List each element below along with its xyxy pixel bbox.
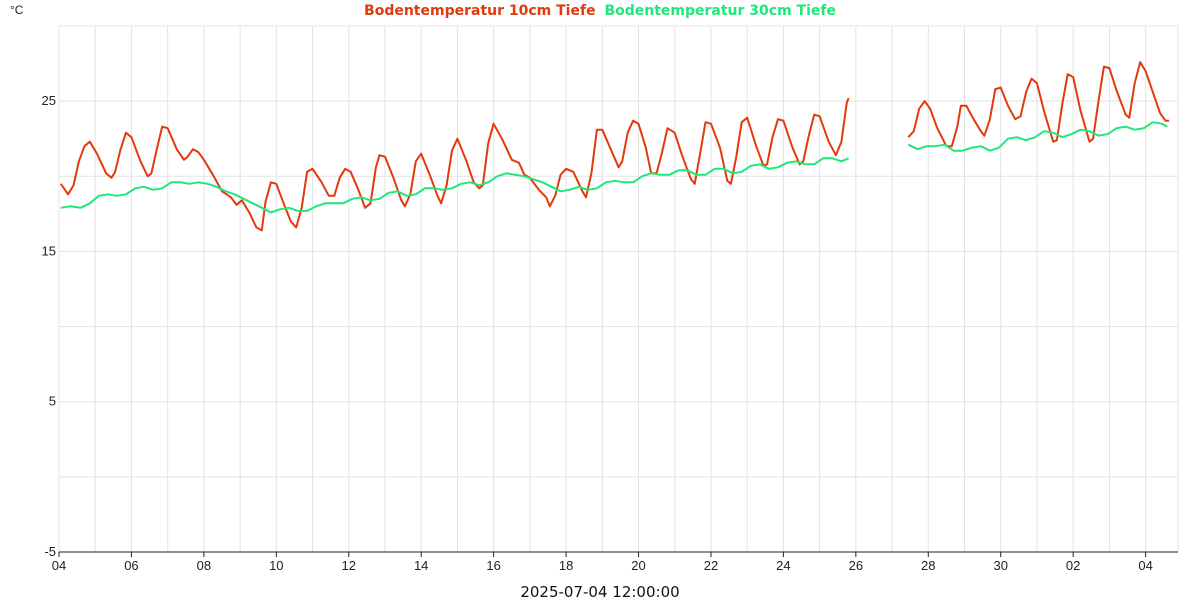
x-tick-label: 06 xyxy=(124,558,138,573)
x-tick-label: 22 xyxy=(704,558,718,573)
y-axis-unit: °C xyxy=(10,3,24,17)
y-axis: -5 5 15 25 xyxy=(42,93,56,559)
chart-series-lines xyxy=(59,61,1170,232)
x-tick-label: 16 xyxy=(486,558,500,573)
x-axis-label: 2025-07-04 12:00:00 xyxy=(520,583,680,601)
chart-legend: Bodentemperatur 10cm Tiefe Bodentemperat… xyxy=(0,3,1200,19)
x-tick-label: 10 xyxy=(269,558,283,573)
x-tick-label: 12 xyxy=(342,558,356,573)
x-tick-label: 08 xyxy=(197,558,211,573)
series-line-30cm-1[interactable] xyxy=(60,157,849,214)
y-tick-label: 15 xyxy=(42,243,56,258)
series-line-30cm-3[interactable] xyxy=(907,121,1168,152)
x-tick-label: 30 xyxy=(993,558,1007,573)
legend-item-10cm[interactable]: Bodentemperatur 10cm Tiefe xyxy=(364,3,596,19)
y-tick-label: 25 xyxy=(42,93,56,108)
x-tick-label: 04 xyxy=(1138,558,1152,573)
x-tick-label: 04 xyxy=(52,558,66,573)
x-axis: 04 06 08 10 12 14 16 18 20 22 24 26 28 30 02 04 xyxy=(52,551,1178,573)
x-tick-label: 24 xyxy=(776,558,790,573)
y-tick-label: 5 xyxy=(49,394,56,409)
x-tick-label: 02 xyxy=(1066,558,1080,573)
y-tick-label: -5 xyxy=(44,544,56,559)
x-tick-label: 14 xyxy=(414,558,428,573)
series-line-10cm-0[interactable] xyxy=(59,97,850,232)
x-tick-label: 18 xyxy=(559,558,573,573)
x-tick-label: 28 xyxy=(921,558,935,573)
series-line-10cm-2[interactable] xyxy=(907,61,1170,148)
legend-item-30cm[interactable]: Bodentemperatur 30cm Tiefe xyxy=(604,3,836,19)
chart-grid xyxy=(58,25,1179,553)
x-tick-label: 26 xyxy=(849,558,863,573)
x-tick-label: 20 xyxy=(631,558,645,573)
